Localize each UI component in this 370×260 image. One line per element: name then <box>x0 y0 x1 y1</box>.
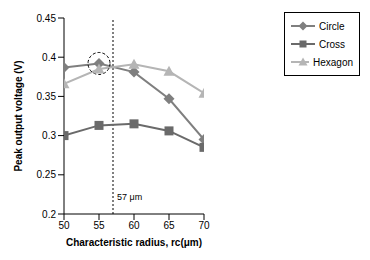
svg-text:0.4: 0.4 <box>42 52 56 63</box>
svg-text:0.45: 0.45 <box>37 13 57 24</box>
svg-text:65: 65 <box>163 220 175 231</box>
svg-text:0.2: 0.2 <box>42 209 56 220</box>
svg-text:0.3: 0.3 <box>42 130 56 141</box>
svg-text:70: 70 <box>198 220 210 231</box>
svg-text:60: 60 <box>128 220 140 231</box>
svg-text:Peak output voltage (V): Peak output voltage (V) <box>13 60 24 171</box>
svg-text:0.25: 0.25 <box>37 169 57 180</box>
svg-text:50: 50 <box>58 220 70 231</box>
html-text:Cross: Cross <box>319 38 346 50</box>
svg-text:55: 55 <box>93 220 105 231</box>
svg-text:57 μm: 57 μm <box>117 192 142 202</box>
html-text:Hexagon: Hexagon <box>313 56 353 68</box>
svg-text:Characteristic radius, rc(μm): Characteristic radius, rc(μm) <box>66 237 202 248</box>
svg-text:0.35: 0.35 <box>37 91 57 102</box>
html-text:Circle: Circle <box>319 20 345 32</box>
